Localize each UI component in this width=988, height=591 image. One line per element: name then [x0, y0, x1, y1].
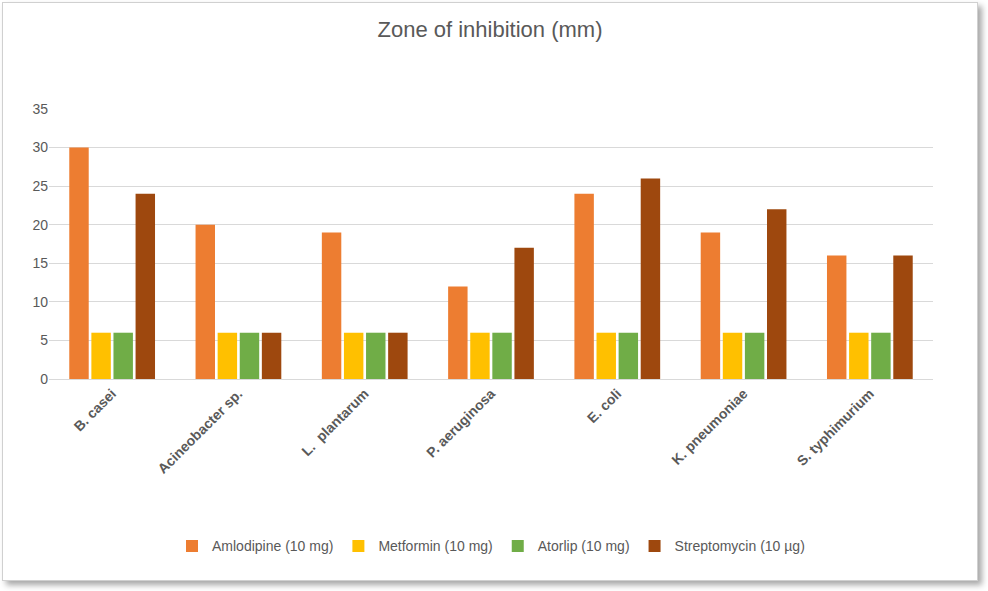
svg-text:0: 0 — [40, 371, 48, 387]
svg-text:P. aeruginosa: P. aeruginosa — [423, 385, 498, 460]
svg-text:25: 25 — [32, 178, 48, 194]
svg-text:20: 20 — [32, 217, 48, 233]
svg-text:L. plantarum: L. plantarum — [298, 386, 371, 459]
svg-text:E. coli: E. coli — [584, 386, 624, 426]
svg-text:Streptomycin (10 µg): Streptomycin (10 µg) — [675, 538, 805, 554]
svg-text:15: 15 — [32, 255, 48, 271]
svg-text:30: 30 — [32, 139, 48, 155]
svg-text:Metformin (10 mg): Metformin (10 mg) — [378, 538, 492, 554]
svg-text:Acineobacter sp.: Acineobacter sp. — [154, 386, 245, 477]
svg-text:10: 10 — [32, 294, 48, 310]
svg-text:Atorlip (10 mg): Atorlip (10 mg) — [538, 538, 630, 554]
svg-text:Amlodipine (10 mg): Amlodipine (10 mg) — [212, 538, 333, 554]
svg-text:K. pneumoniae: K. pneumoniae — [668, 385, 750, 467]
svg-text:35: 35 — [32, 101, 48, 117]
svg-text:Zone of inhibition (mm): Zone of inhibition (mm) — [378, 17, 603, 42]
svg-text:B. casei: B. casei — [70, 386, 119, 435]
svg-text:5: 5 — [40, 332, 48, 348]
svg-text:S. typhimurium: S. typhimurium — [794, 386, 877, 469]
